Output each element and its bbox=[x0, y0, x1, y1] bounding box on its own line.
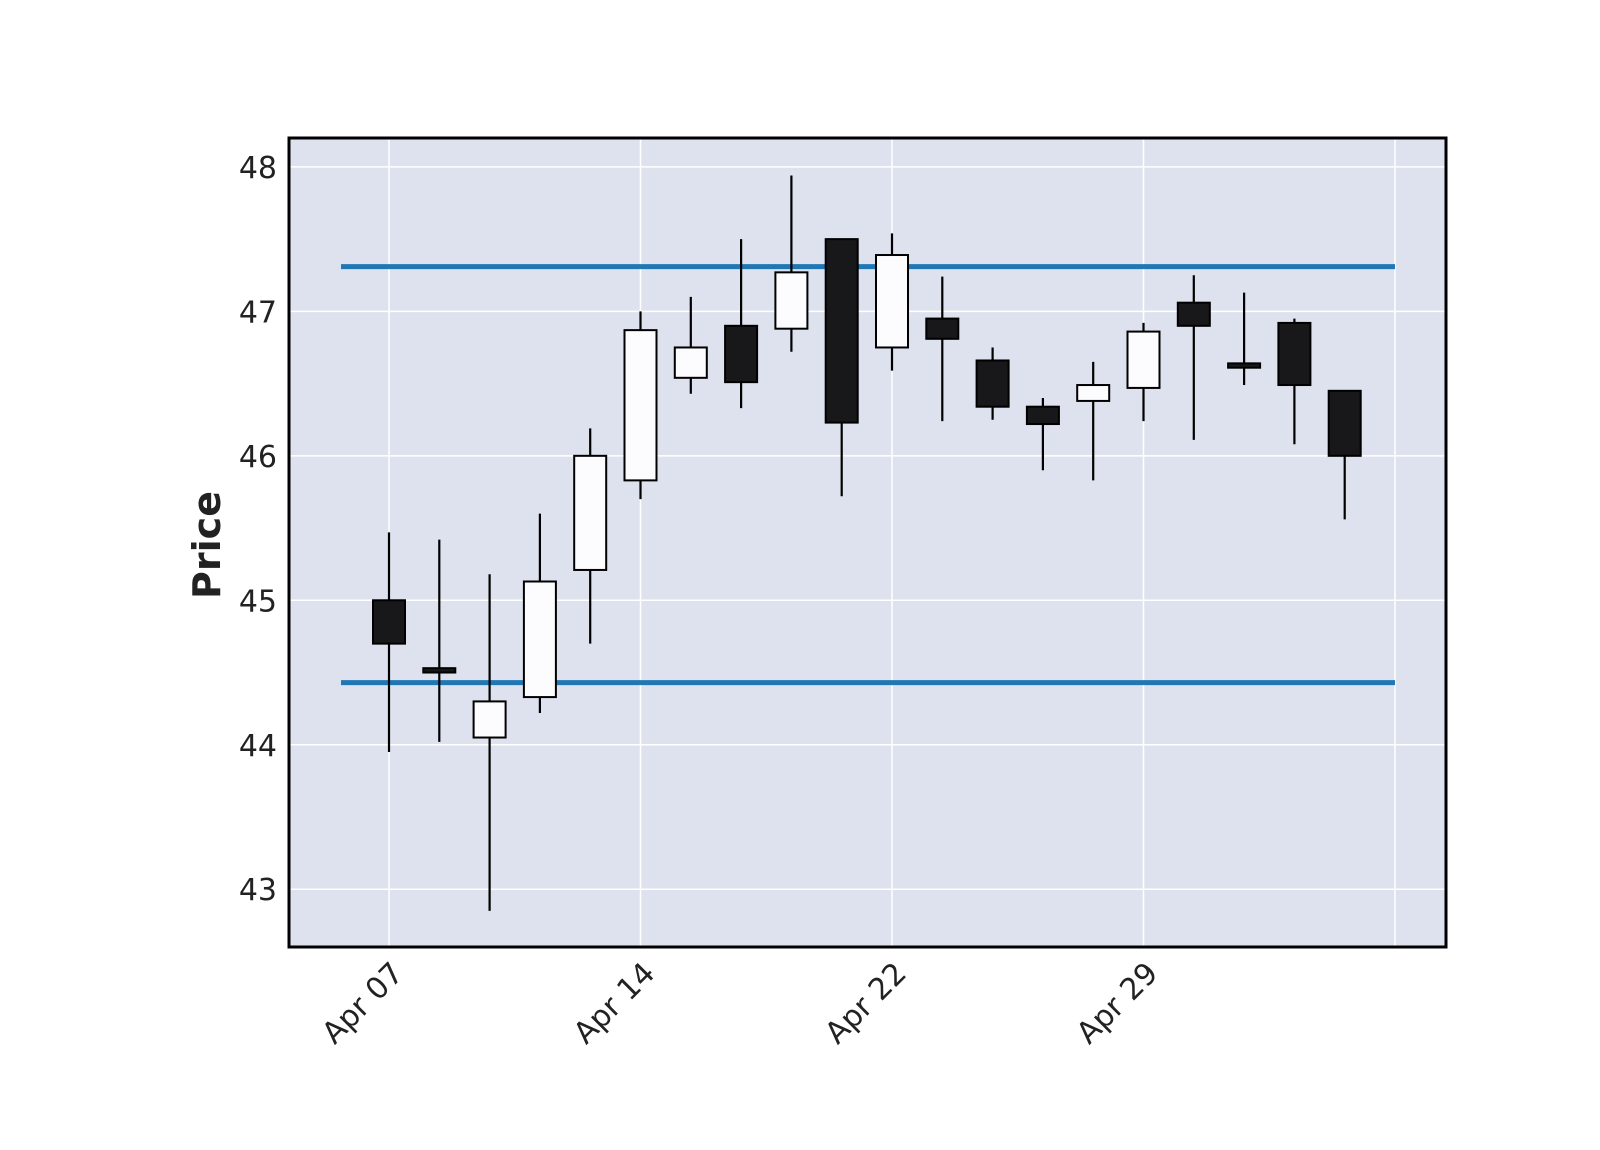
candle-body bbox=[724, 324, 759, 384]
candle bbox=[774, 175, 809, 352]
candle-body bbox=[1025, 405, 1060, 426]
candle-body bbox=[673, 346, 708, 379]
candle bbox=[472, 574, 507, 911]
candle bbox=[623, 311, 658, 500]
y-tick-label: 45 bbox=[239, 584, 277, 619]
plot-background bbox=[289, 138, 1446, 947]
candle-body bbox=[875, 254, 909, 349]
candle bbox=[1227, 292, 1262, 386]
candle-body bbox=[573, 454, 608, 571]
candle bbox=[1277, 318, 1312, 445]
candle-body bbox=[422, 667, 457, 674]
candle-body bbox=[1327, 389, 1362, 457]
x-tick-label: Apr 22 bbox=[818, 956, 913, 1051]
candle bbox=[573, 428, 608, 644]
candle bbox=[925, 276, 960, 422]
x-tick-label: Apr 07 bbox=[315, 956, 410, 1051]
candle-body bbox=[1076, 384, 1111, 402]
candle-body bbox=[925, 317, 960, 340]
y-tick-label: 47 bbox=[239, 295, 277, 330]
candle bbox=[975, 347, 1010, 420]
candle bbox=[422, 539, 457, 742]
candle-body bbox=[623, 329, 658, 482]
y-tick-label: 48 bbox=[239, 151, 277, 186]
candle-body bbox=[472, 700, 507, 739]
grid bbox=[289, 138, 1446, 947]
y-tick-label: 46 bbox=[239, 440, 277, 475]
candle-body bbox=[824, 238, 859, 424]
y-tick-label: 44 bbox=[239, 729, 277, 764]
x-tick-label: Apr 29 bbox=[1070, 956, 1165, 1051]
candle bbox=[1076, 361, 1111, 481]
y-tick-label: 43 bbox=[239, 873, 277, 908]
y-axis-title: Price bbox=[185, 491, 229, 599]
candles bbox=[372, 175, 1362, 911]
candle bbox=[673, 296, 708, 394]
x-axis: Apr 07 Apr 14 Apr 22 Apr 29 bbox=[315, 956, 1165, 1051]
candle-body bbox=[522, 580, 557, 699]
candle bbox=[1176, 275, 1211, 440]
candle-body bbox=[1227, 362, 1262, 369]
candle bbox=[724, 239, 759, 409]
candle-body bbox=[372, 599, 406, 645]
candle-body bbox=[774, 271, 809, 330]
candle-body bbox=[975, 359, 1010, 408]
candle-body bbox=[1126, 330, 1161, 389]
candle bbox=[1126, 322, 1161, 422]
candle bbox=[1327, 389, 1362, 520]
candle-body bbox=[1277, 321, 1312, 387]
horizontal-lines bbox=[341, 264, 1395, 686]
candle bbox=[1025, 398, 1060, 471]
candle-body bbox=[1176, 301, 1211, 327]
candle bbox=[875, 233, 909, 371]
candle bbox=[824, 238, 859, 497]
candle bbox=[372, 532, 406, 752]
plot-frame bbox=[287, 136, 1448, 949]
candle bbox=[522, 513, 557, 713]
y-axis: 43 44 45 46 47 48 bbox=[239, 151, 277, 908]
x-tick-label: Apr 14 bbox=[567, 956, 662, 1051]
